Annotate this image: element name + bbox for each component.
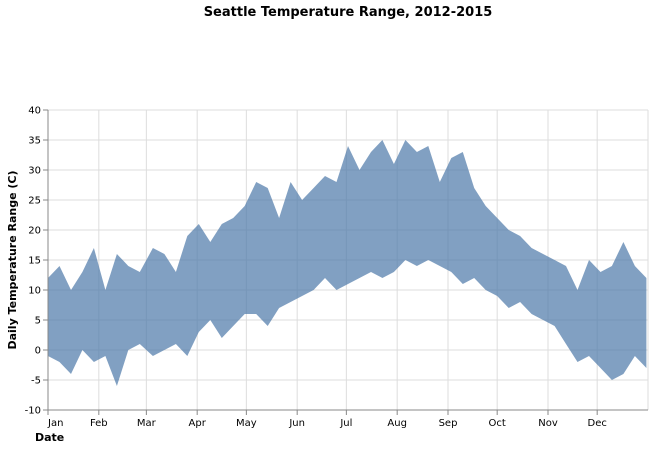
x-tick-label: Jul (339, 418, 352, 429)
x-tick-label: Feb (90, 418, 108, 429)
y-tick-label: 30 (28, 166, 41, 177)
y-tick-label: 10 (28, 286, 41, 297)
x-tick-label: Mar (137, 418, 157, 429)
x-tick-label: Aug (387, 418, 407, 429)
x-tick-label: Oct (489, 418, 506, 429)
y-tick-label: 25 (28, 196, 41, 207)
y-tick-label: 20 (28, 226, 41, 237)
y-tick-label: 35 (28, 136, 41, 147)
x-tick-label: Dec (588, 418, 607, 429)
area-layer (48, 140, 647, 386)
temperature-range-area (48, 140, 647, 386)
y-tick-label: 40 (28, 106, 41, 117)
x-tick-label: Sep (439, 418, 458, 429)
axis-layer: -10 -5 0 5 10 15 20 25 30 35 40 Jan Feb Mar Apr May Jun J… (25, 106, 648, 429)
y-tick-label: 5 (35, 316, 41, 327)
x-tick-label: Nov (538, 418, 558, 429)
x-tick-label: May (236, 418, 257, 429)
x-tick-label: Jan (47, 418, 63, 429)
x-axis-title: Date (35, 431, 64, 444)
y-tick-label: -10 (25, 406, 41, 417)
x-tick-label: Jun (288, 418, 305, 429)
y-tick-label: 0 (35, 346, 41, 357)
y-tick-label: 15 (28, 256, 41, 267)
y-tick-label: -5 (31, 376, 41, 387)
x-tick-label: Apr (189, 418, 207, 429)
chart-title: Seattle Temperature Range, 2012-2015 (204, 5, 493, 20)
y-axis-title: Daily Temperature Range (C) (6, 170, 19, 349)
